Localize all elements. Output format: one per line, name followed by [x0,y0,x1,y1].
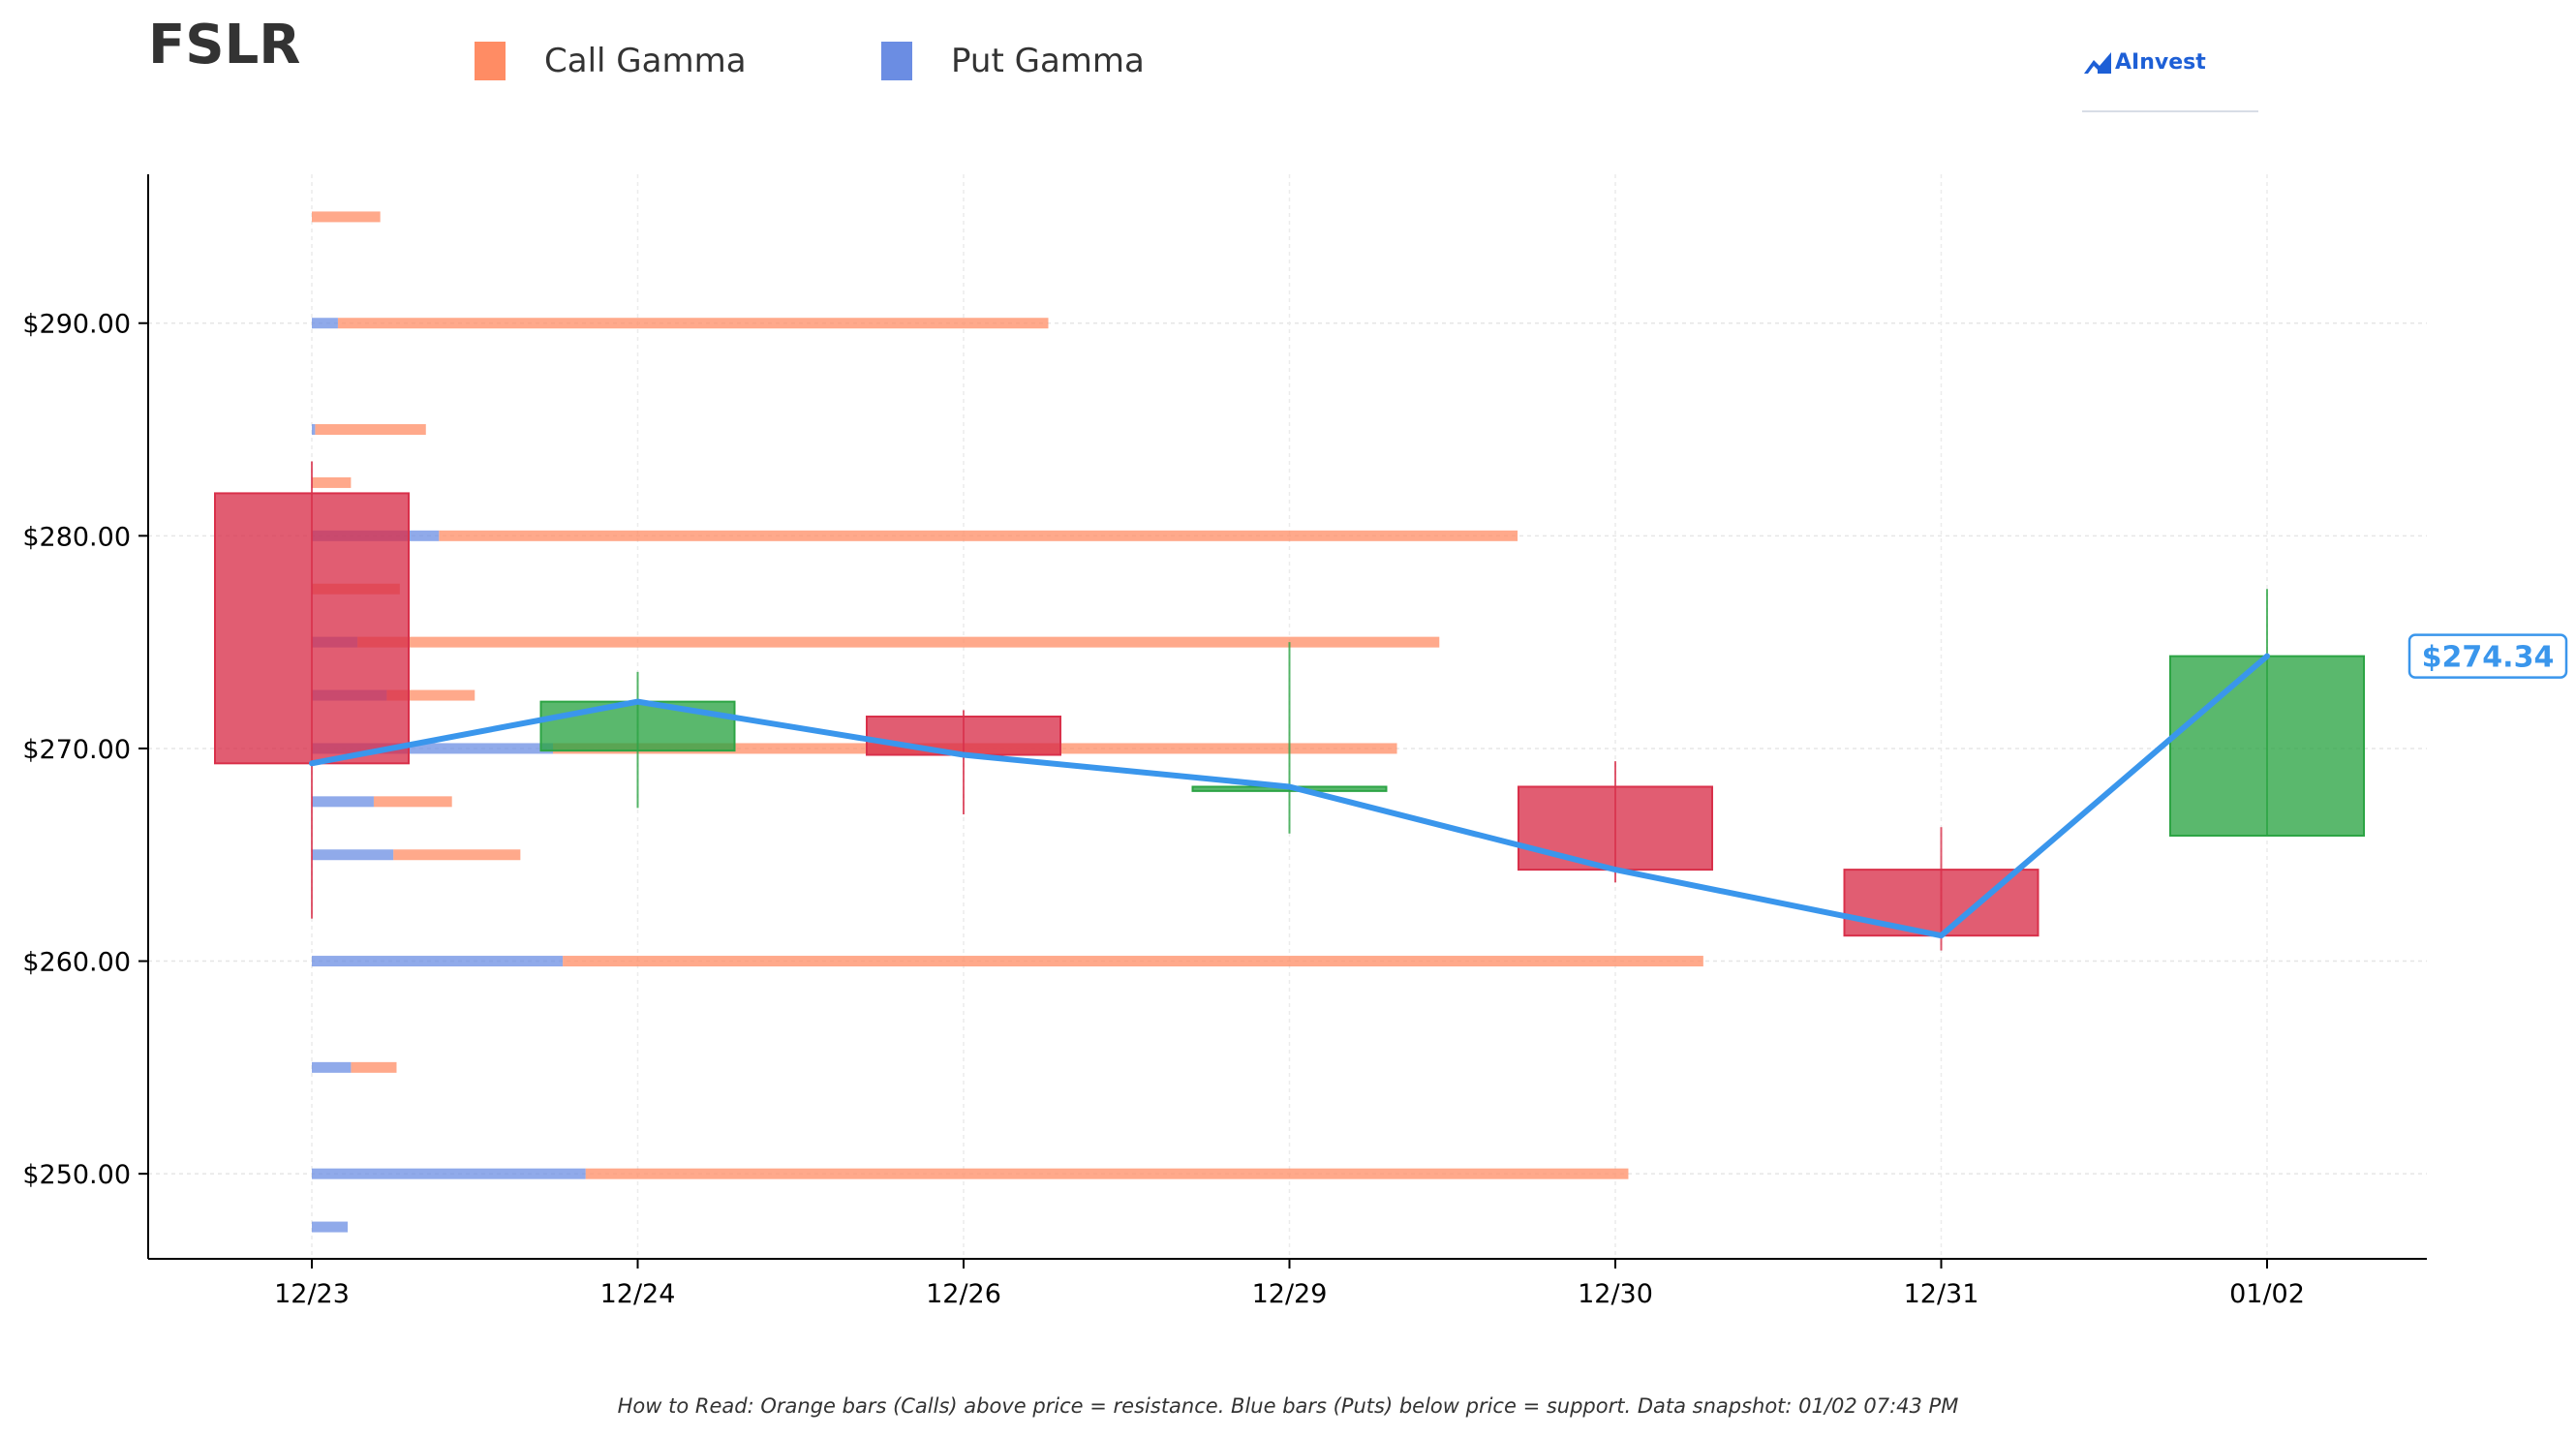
gamma-price-chart: $274.34 $250.00 $260.00 $270.00 $280.00 $290… [22,174,2568,1309]
call-gamma-bar [312,476,352,488]
candle-body [866,716,1061,756]
last-price-box [2407,633,2568,679]
y-tick-label: $270.00 [22,735,131,765]
call-gamma-bar [439,530,1518,541]
y-tick-label: $280.00 [22,522,131,552]
candlesticks [214,461,2365,951]
put-gamma-bar [312,796,374,808]
footnote: How to Read: Orange bars (Calls) above p… [617,1394,1959,1418]
call-gamma-bar [373,796,452,808]
candle-body [1518,785,1713,871]
call-gamma-bar [357,636,1440,648]
axes: $250.00 $260.00 $270.00 $280.00 $290.00 12/23… [22,174,2427,1309]
chart-logo-icon [2084,52,2111,74]
close-price-polyline [309,653,2270,939]
grid-layer [148,174,2427,1259]
put-gamma-bar [312,1168,586,1179]
legend-call-label: Call Gamma [544,42,747,80]
y-tick-label: $260.00 [22,948,131,978]
call-gamma-bar [563,956,1703,967]
legend-put-label: Put Gamma [951,42,1145,80]
put-gamma-bar [312,318,338,329]
y-tick-label: $250.00 [22,1160,131,1190]
x-tick-label: 12/26 [926,1279,1001,1309]
legend-call-gamma: Call Gamma [475,37,747,85]
candle-body [539,700,736,752]
put-gamma-bar [312,849,394,861]
candle-body [2169,655,2365,837]
last-price-label: $274.34 [2422,641,2555,675]
call-gamma-bar [315,424,426,436]
call-gamma-bar [585,1168,1629,1179]
close-price-line: $274.34 [309,633,2568,939]
x-tick-label: 01/02 [2229,1279,2305,1309]
brand-logo: AInvest [2082,46,2261,114]
brand-name: AInvest [2115,50,2206,75]
y-tick-label: $290.00 [22,310,131,340]
legend-put-gamma: Put Gamma [881,37,1145,85]
x-tick-label: 12/31 [1904,1279,1979,1309]
x-tick-label: 12/30 [1578,1279,1653,1309]
put-gamma-bar [312,956,564,967]
x-tick-label: 12/24 [600,1279,676,1309]
brand-divider [2082,110,2258,112]
call-gamma-bar [393,849,521,861]
put-gamma-bar [312,743,554,754]
x-tick-label: 12/29 [1252,1279,1328,1309]
put-gamma-bar [312,424,316,436]
put-gamma-bar [312,1221,349,1233]
put-gamma-bar [312,1061,352,1073]
legend-put-swatch [881,42,912,80]
call-gamma-bar [351,1061,397,1073]
candle-body [214,492,410,765]
call-gamma-bar [337,318,1049,329]
legend-call-swatch [475,42,506,80]
call-gamma-bar [386,689,475,701]
call-gamma-bar [312,211,381,223]
ticker-title: FSLR [148,14,301,76]
x-tick-label: 12/23 [274,1279,350,1309]
